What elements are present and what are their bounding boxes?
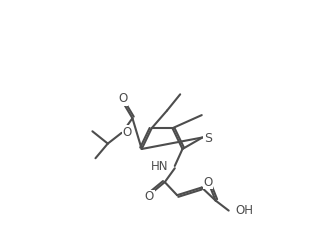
Text: O: O xyxy=(145,190,154,203)
Text: S: S xyxy=(204,132,212,145)
Text: O: O xyxy=(203,176,213,189)
Text: O: O xyxy=(122,125,132,139)
Text: OH: OH xyxy=(236,204,254,217)
Text: O: O xyxy=(119,92,128,105)
Text: HN: HN xyxy=(151,160,169,173)
